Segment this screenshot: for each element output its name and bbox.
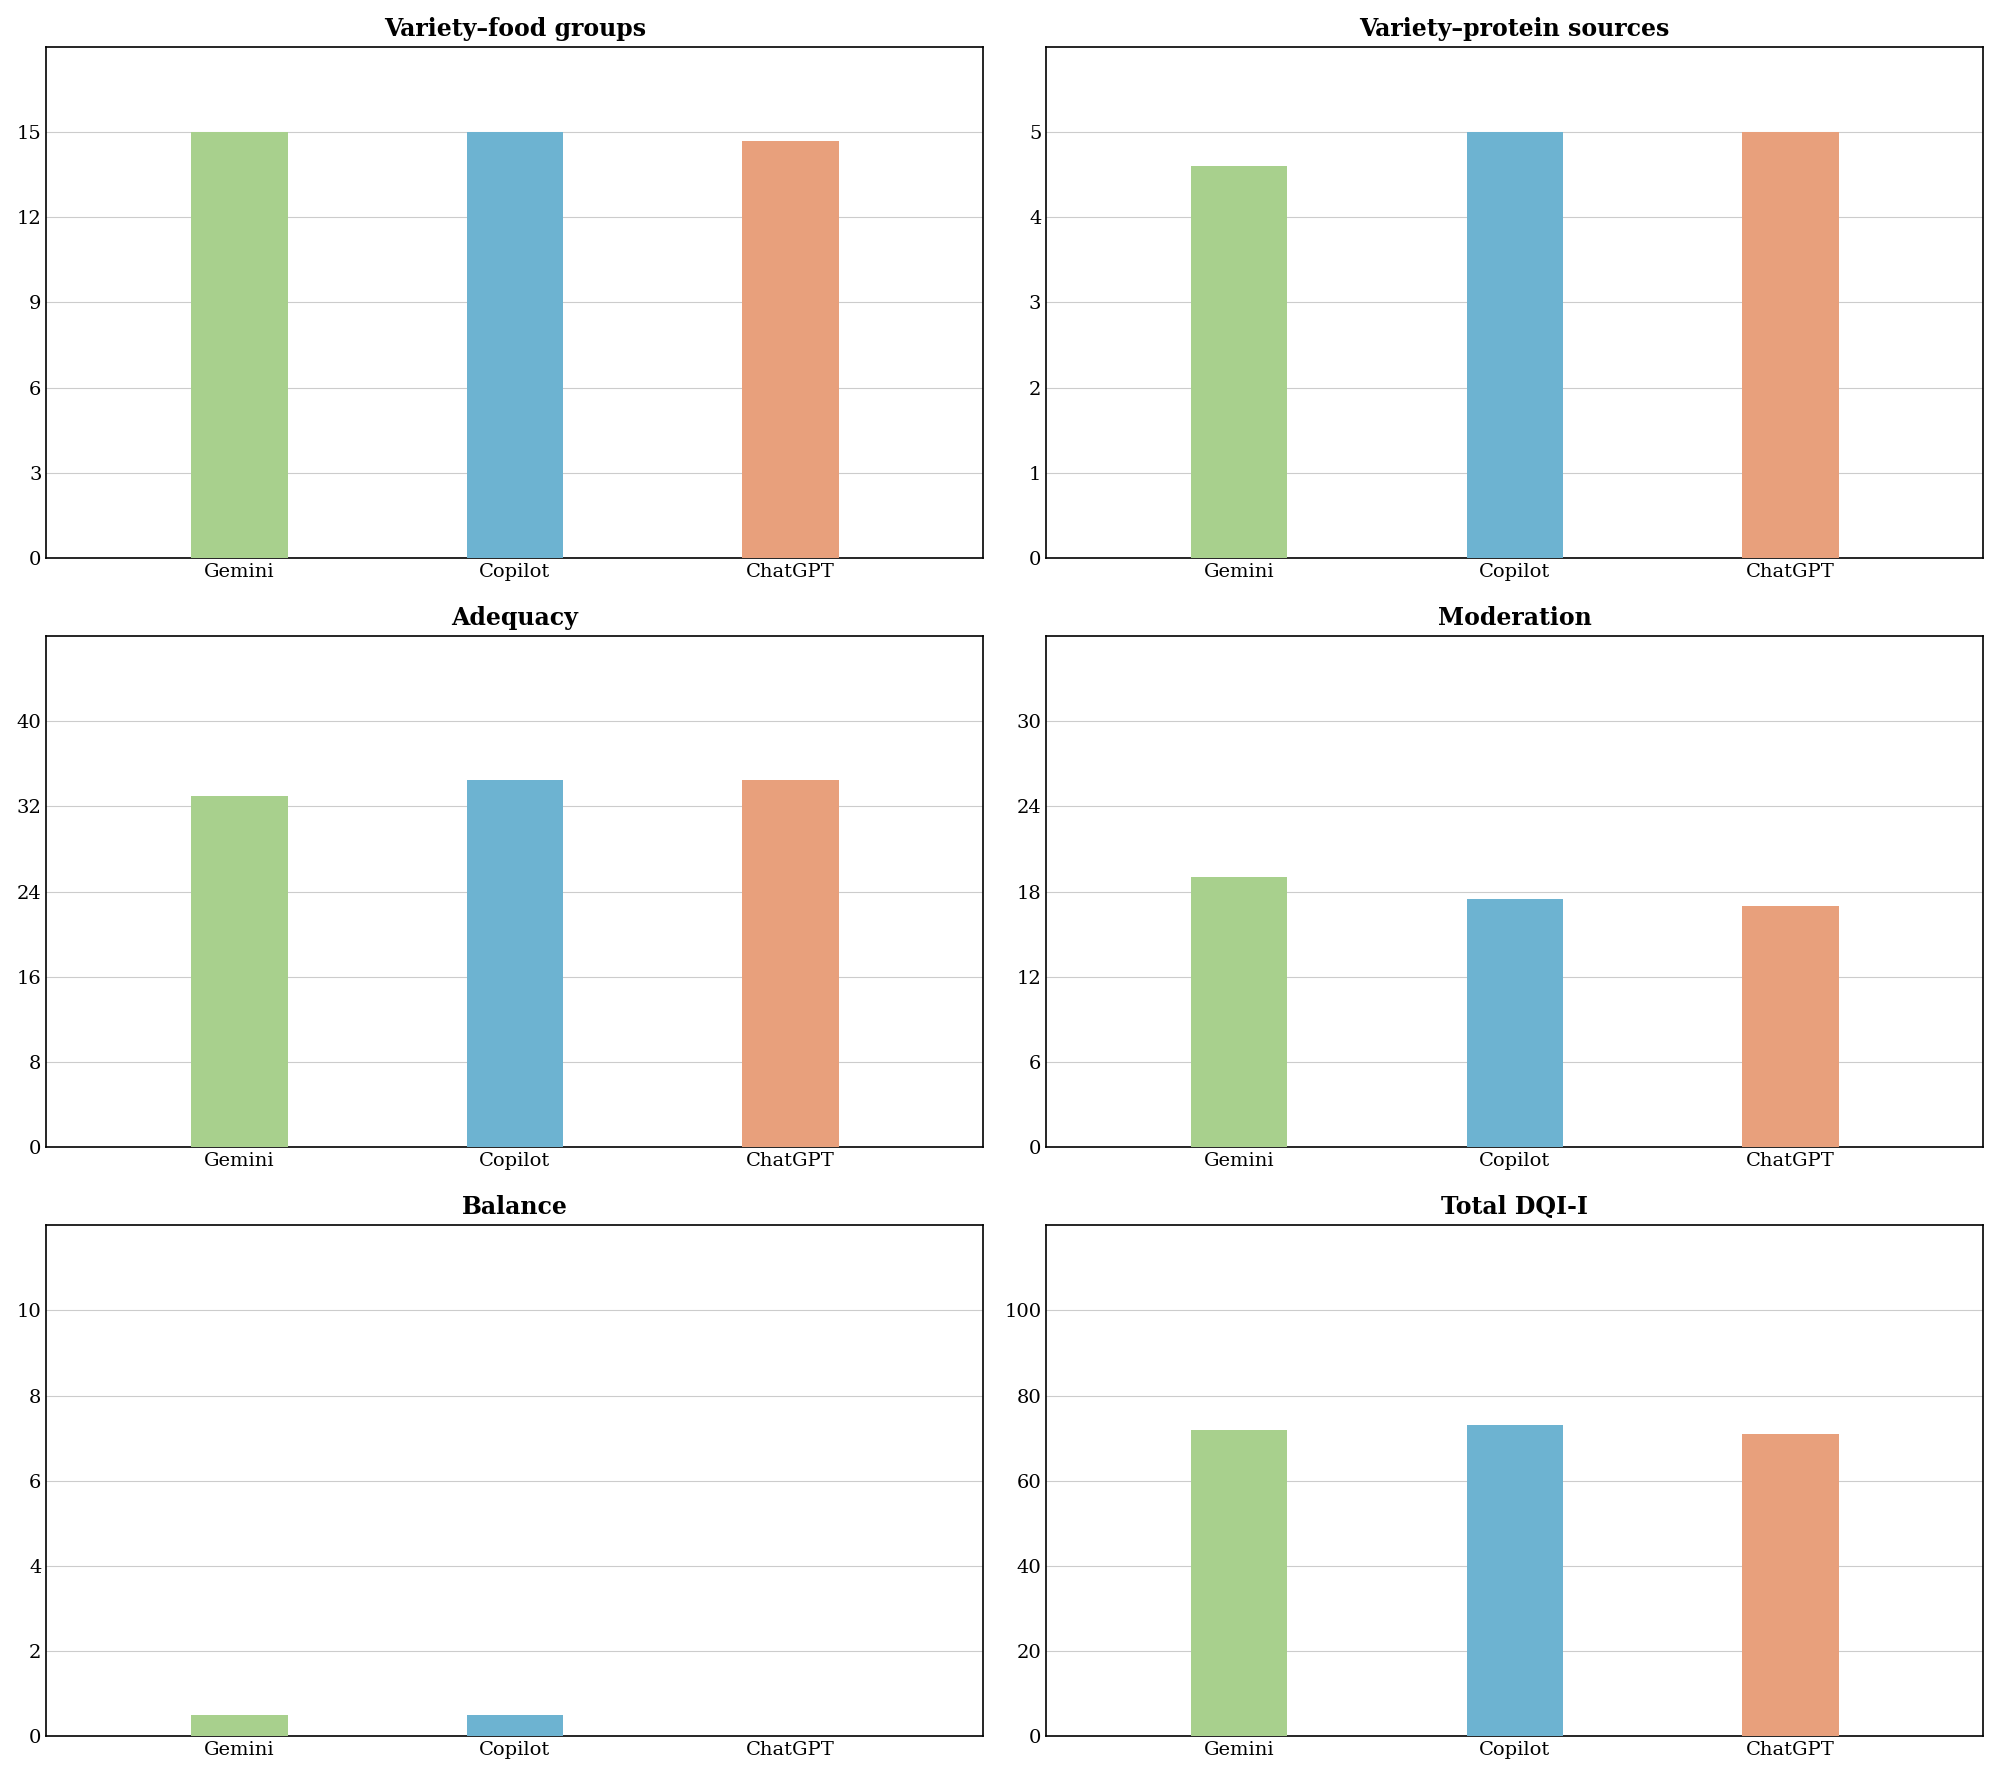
Bar xyxy=(1466,1426,1564,1737)
Bar xyxy=(192,131,288,558)
Bar xyxy=(1742,1433,1838,1737)
Bar xyxy=(742,140,838,558)
Bar xyxy=(742,780,838,1147)
Bar xyxy=(466,1716,564,1737)
Bar xyxy=(466,780,564,1147)
Title: Total DQI-I: Total DQI-I xyxy=(1442,1195,1588,1218)
Title: Balance: Balance xyxy=(462,1195,568,1218)
Bar xyxy=(1742,906,1838,1147)
Bar xyxy=(1190,167,1288,558)
Bar xyxy=(1190,877,1288,1147)
Bar xyxy=(192,796,288,1147)
Title: Variety–protein sources: Variety–protein sources xyxy=(1360,16,1670,41)
Title: Variety–food groups: Variety–food groups xyxy=(384,16,646,41)
Title: Moderation: Moderation xyxy=(1438,606,1592,630)
Title: Adequacy: Adequacy xyxy=(452,606,578,630)
Bar xyxy=(1466,899,1564,1147)
Bar xyxy=(192,1716,288,1737)
Bar xyxy=(466,131,564,558)
Bar xyxy=(1190,1430,1288,1737)
Bar xyxy=(1742,131,1838,558)
Bar xyxy=(1466,131,1564,558)
